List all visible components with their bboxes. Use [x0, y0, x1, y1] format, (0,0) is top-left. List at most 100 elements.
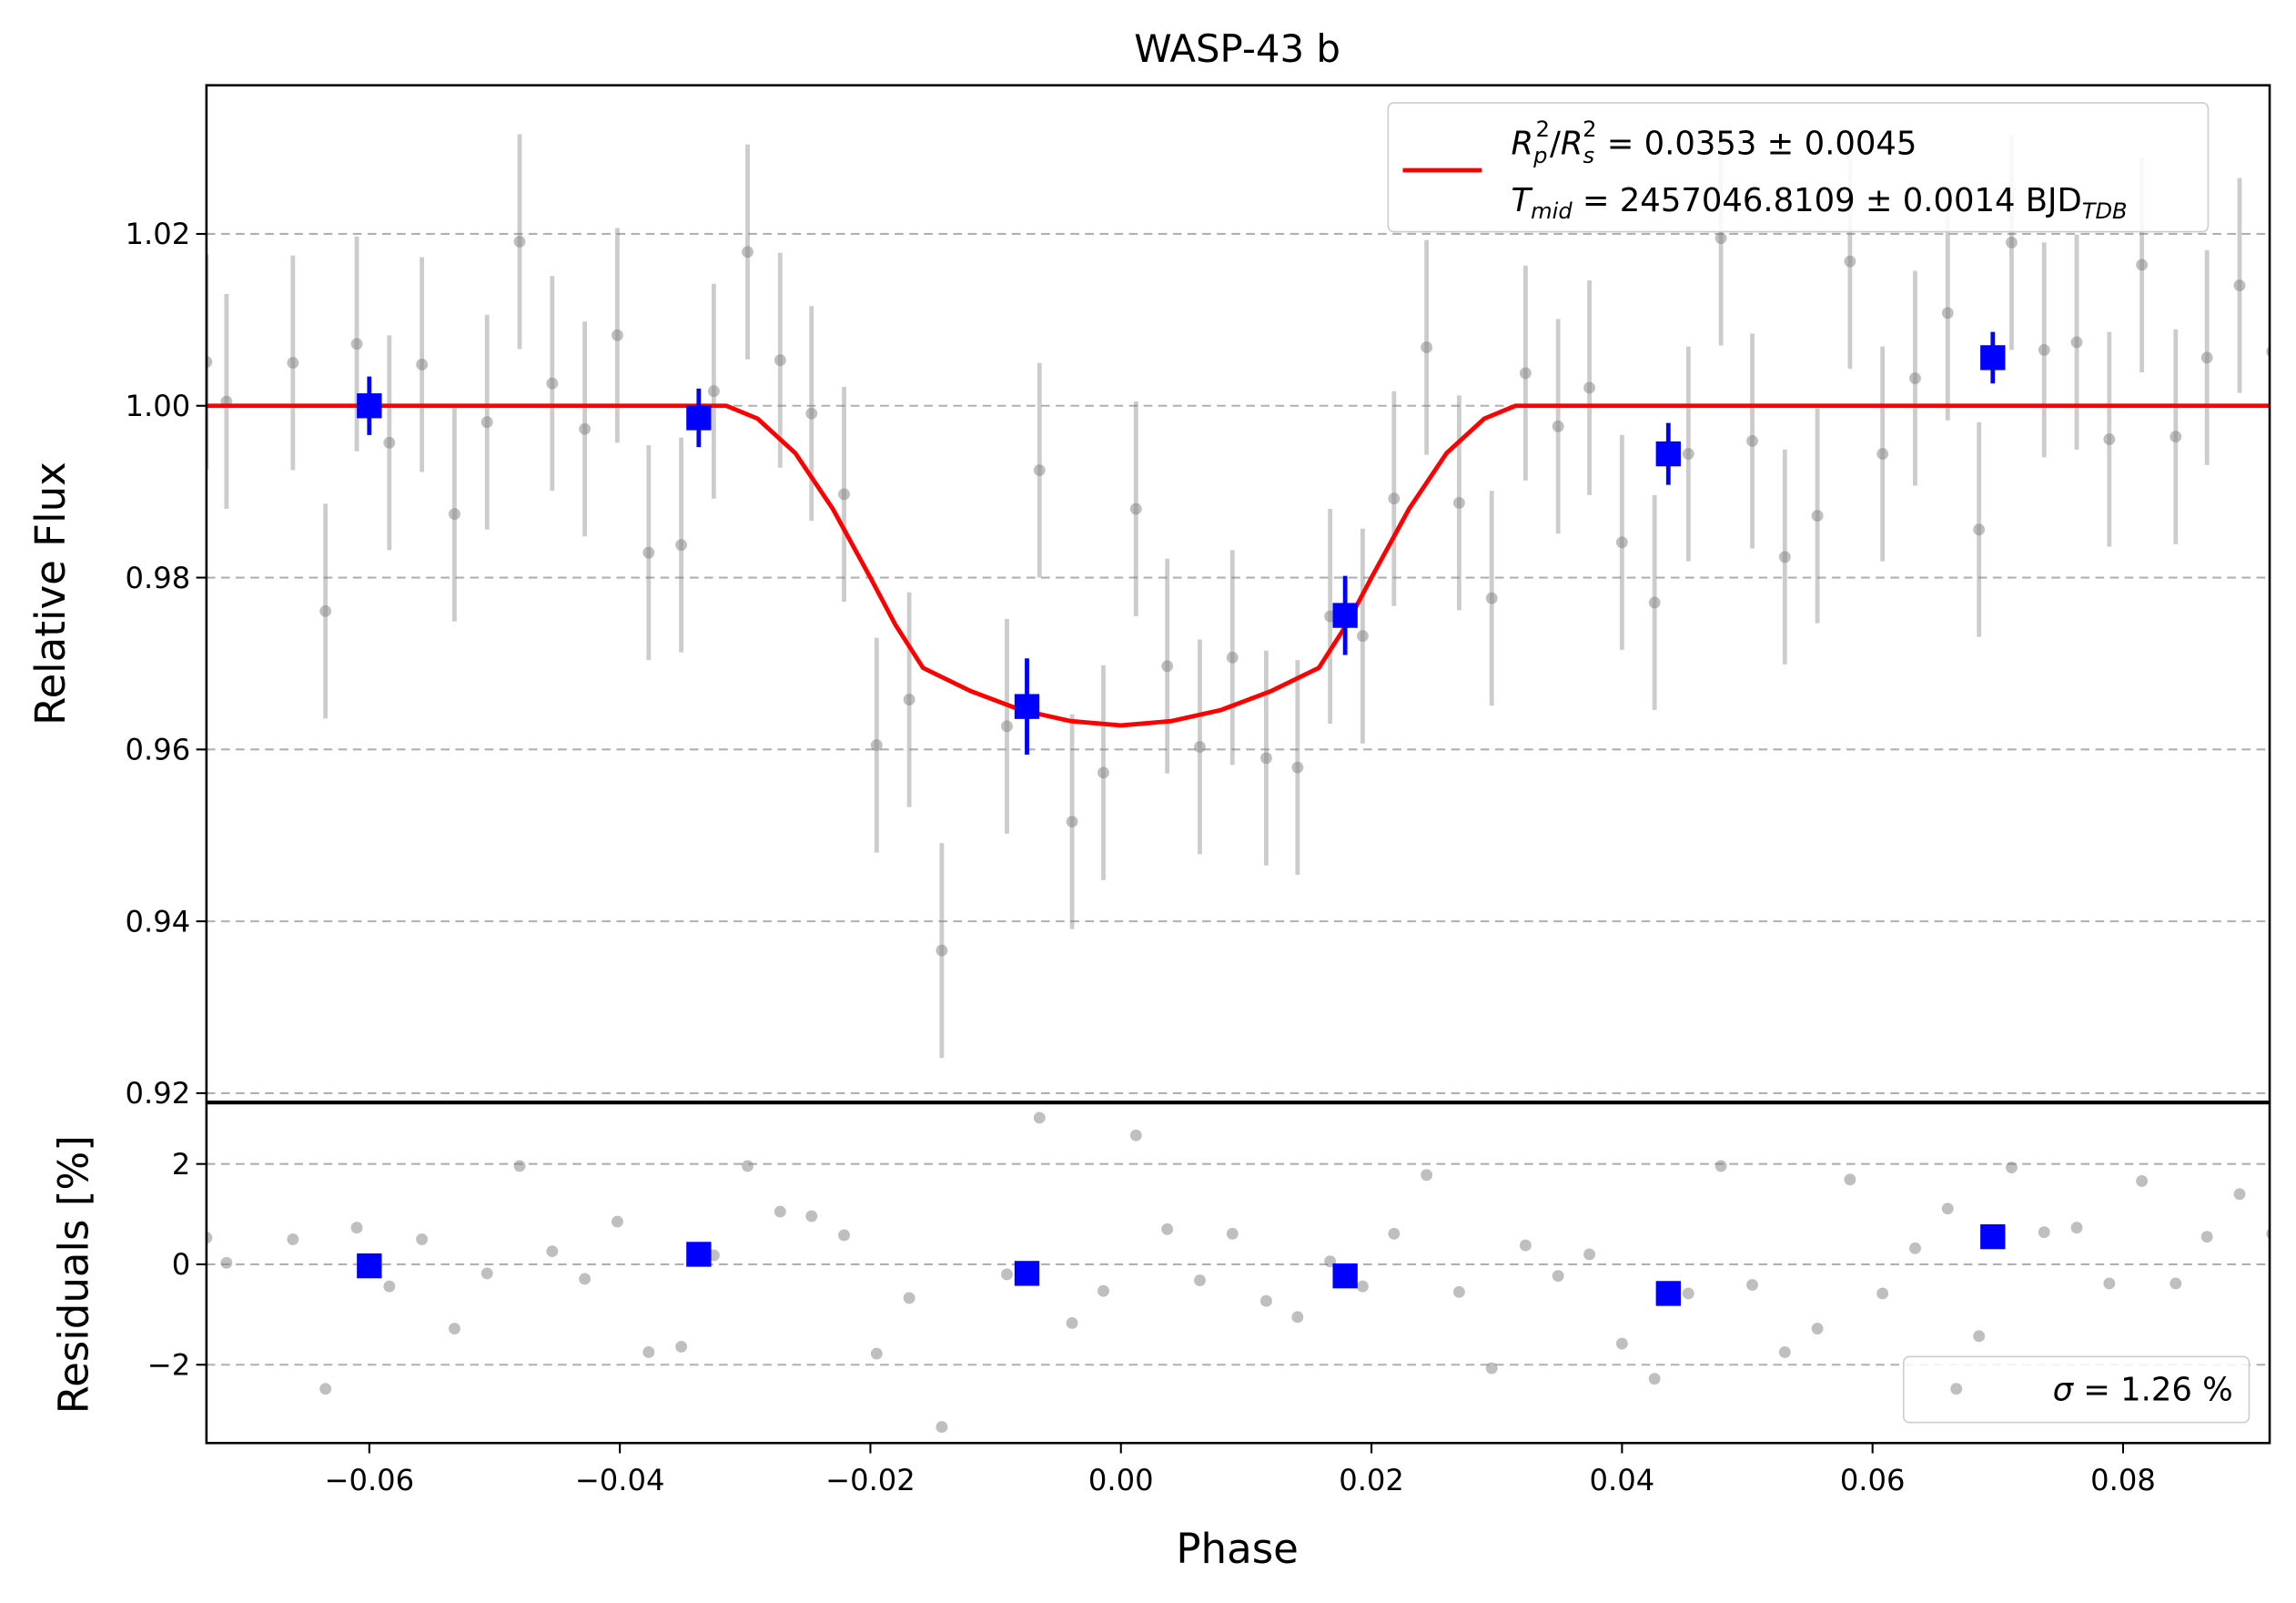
data-point: [1909, 372, 1921, 384]
data-point: [1682, 1287, 1694, 1300]
data-point: [546, 377, 559, 390]
legend-swatch: [1950, 1383, 1963, 1395]
data-point: [319, 1383, 332, 1395]
data-point: [319, 604, 332, 617]
data-point: [1778, 1346, 1791, 1358]
binned-point: [1332, 1263, 1358, 1289]
legend-part: 2: [1583, 117, 1596, 142]
data-point: [1844, 1173, 1856, 1186]
data-point: [936, 944, 948, 957]
data-point: [1615, 1337, 1628, 1350]
data-point: [1909, 1242, 1921, 1254]
data-point: [1615, 536, 1628, 549]
data-point: [2038, 343, 2050, 356]
data-point: [1097, 1284, 1109, 1297]
data-point: [2103, 1277, 2116, 1290]
binned-point: [357, 393, 382, 419]
data-point: [642, 1346, 655, 1358]
data-point: [1519, 1239, 1532, 1252]
legend-part: R: [1561, 125, 1583, 162]
data-point: [1519, 367, 1532, 380]
y-tick-label: 0.92: [126, 1076, 191, 1111]
legend-part: /: [1550, 125, 1561, 162]
data-point: [805, 1210, 818, 1223]
data-point: [805, 407, 818, 420]
data-point: [1421, 1169, 1433, 1182]
data-point: [206, 1232, 213, 1244]
x-tick-label: 0.08: [2090, 1463, 2156, 1497]
data-point: [1388, 1227, 1401, 1240]
data-point: [2233, 1188, 2246, 1201]
binned-point: [1014, 694, 1040, 719]
data-point: [2006, 236, 2018, 249]
data-point: [287, 1233, 299, 1245]
y-tick-label: 1.00: [126, 389, 191, 423]
data-point: [1226, 1227, 1239, 1240]
data-point: [838, 1229, 850, 1242]
x-tick-label: 0.00: [1088, 1463, 1154, 1497]
data-point: [1778, 551, 1791, 563]
x-tick-label: −0.06: [325, 1463, 415, 1497]
binned-point: [357, 1253, 382, 1279]
data-point: [1033, 1111, 1046, 1124]
data-point: [546, 1245, 559, 1258]
data-point: [350, 338, 363, 350]
y-tick-label: 2: [172, 1147, 190, 1182]
data-point: [742, 246, 754, 259]
binned-point: [1655, 1281, 1681, 1306]
data-point: [2070, 1222, 2083, 1234]
data-point: [675, 1340, 688, 1353]
data-point: [1485, 592, 1498, 604]
data-point: [1746, 435, 1758, 447]
data-point: [1161, 1223, 1174, 1235]
x-axis-label: Phase: [1176, 1525, 1299, 1573]
data-point: [611, 329, 623, 341]
data-point: [2200, 351, 2213, 364]
axes-frame: [205, 84, 2271, 1103]
legend-text: Rp2/Rs2 = 0.0353 ± 0.0045: [1512, 117, 1917, 168]
data-point: [1973, 523, 1986, 536]
y-axis-label: Relative Flux: [26, 462, 75, 725]
legend-part: σ: [2053, 1372, 2075, 1409]
data-point: [1583, 1248, 1596, 1261]
x-tick-label: −0.04: [575, 1463, 665, 1497]
data-point: [579, 1273, 592, 1285]
legend-part: s: [1583, 143, 1594, 168]
data-point: [1552, 1270, 1564, 1283]
axes: 0.92 0.94 0.96 0.98 1.00 1.02 −2 0 2 −0.06 −0.04 −0…: [126, 84, 2271, 1497]
data-point: [2006, 1162, 2018, 1173]
model-line: [206, 403, 2271, 728]
y-axis-label: Residuals [%]: [50, 1135, 98, 1414]
data-point: [1714, 1160, 1727, 1172]
data-point: [1388, 492, 1401, 505]
legend-box: [1387, 102, 2210, 233]
data-point: [1001, 720, 1013, 733]
data-point: [903, 694, 915, 706]
legend-part: T: [1512, 182, 1533, 219]
data-point: [1941, 1202, 1954, 1215]
data-point: [2266, 346, 2271, 358]
data-point: [448, 508, 460, 521]
data-point: [383, 1280, 396, 1293]
data-point: [1356, 1280, 1369, 1293]
data-point: [220, 1256, 233, 1269]
data-point: [838, 488, 850, 501]
legend: Rp2/Rs2 = 0.0353 ± 0.0045 Tmid = 2457046…: [1387, 102, 2210, 233]
binned-point: [1655, 441, 1681, 467]
binned-point: [1014, 1261, 1040, 1286]
legend-part: = 1.26 %: [2073, 1372, 2233, 1409]
x-tick-label: −0.02: [825, 1463, 915, 1497]
data-point: [1066, 1317, 1078, 1329]
data-point: [1648, 596, 1661, 609]
y-tick-label: −2: [147, 1348, 190, 1383]
data-point: [1194, 741, 1206, 753]
data-point: [1648, 1373, 1661, 1385]
y-tick-label: 0.94: [126, 904, 191, 938]
data-point: [1259, 1294, 1272, 1307]
legend: σ = 1.26 %: [1902, 1355, 2250, 1424]
data-point: [2038, 1226, 2050, 1239]
data-point: [1811, 1323, 1824, 1334]
binned-point: [686, 405, 712, 431]
data-point: [1291, 1311, 1304, 1324]
